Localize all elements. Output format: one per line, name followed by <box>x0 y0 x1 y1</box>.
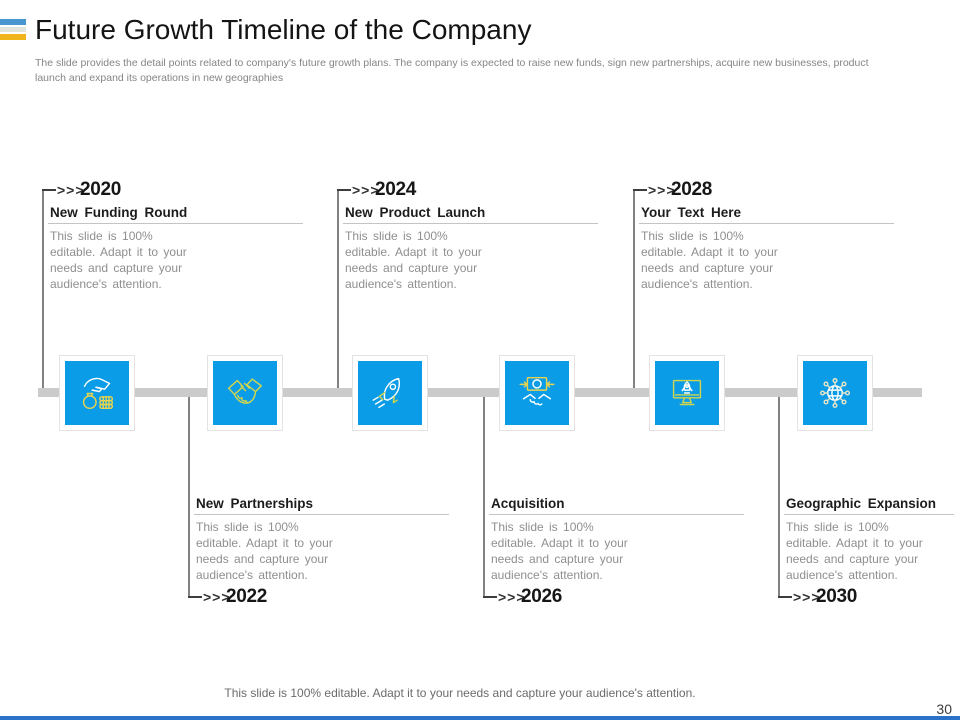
svg-text:$: $ <box>87 397 92 407</box>
icon-tile-2030 <box>798 356 872 430</box>
milestone-year: 2030 <box>816 586 858 607</box>
globe-network-icon <box>820 378 850 408</box>
icon-tile-2024 <box>353 356 427 430</box>
page-title: Future Growth Timeline of the Company <box>35 14 532 45</box>
icon-tile-2028 <box>650 356 724 430</box>
milestone-year: 2020 <box>80 179 122 200</box>
launch-monitor-icon <box>672 379 702 406</box>
title-divider <box>784 514 954 515</box>
connector-line <box>633 190 635 388</box>
connector-line <box>778 397 780 597</box>
title-divider <box>194 514 449 515</box>
milestone-2026: >>> 2026 Acquisition This slide is 100% … <box>483 397 751 612</box>
chevron-arrows-icon: >>> <box>203 589 231 605</box>
connector-line <box>483 397 485 597</box>
title-divider <box>639 223 894 224</box>
milestone-title: Your Text Here <box>641 205 742 220</box>
chevron-arrows-icon: >>> <box>57 182 85 198</box>
title-divider <box>343 223 598 224</box>
connector-line <box>337 190 339 388</box>
connector-line <box>42 190 44 388</box>
milestone-body: This slide is 100% editable. Adapt it to… <box>196 520 333 582</box>
milestone-title: New Funding Round <box>50 205 188 220</box>
arrow-dash <box>42 189 56 191</box>
chevron-arrows-icon: >>> <box>498 589 526 605</box>
arrow-dash <box>483 596 497 598</box>
milestone-2024: >>> 2024 New Product Launch This slide i… <box>337 180 605 410</box>
timeline-bar <box>38 388 922 397</box>
milestone-2028: >>> 2028 Your Text Here This slide is 10… <box>633 180 901 410</box>
milestone-year: 2026 <box>521 586 563 607</box>
handshake-icon <box>227 378 263 404</box>
title-divider <box>48 223 303 224</box>
icon-tile-2026: $ <box>500 356 574 430</box>
page-number: 30 <box>936 701 952 717</box>
milestone-year: 2024 <box>375 179 417 200</box>
title-divider <box>489 514 744 515</box>
milestone-year: 2028 <box>671 179 713 200</box>
milestone-title: New Partnerships <box>196 496 314 511</box>
arrow-dash <box>337 189 351 191</box>
milestone-body: This slide is 100% editable. Adapt it to… <box>786 520 923 582</box>
milestone-year: 2022 <box>226 586 268 607</box>
rocket-icon <box>372 377 400 409</box>
accent-bar-blue <box>0 19 26 25</box>
chevron-arrows-icon: >>> <box>648 182 676 198</box>
accent-bar-gray <box>0 27 26 32</box>
milestone-body: This slide is 100% editable. Adapt it to… <box>345 229 482 291</box>
milestone-2030: >>> 2030 Geographic Expansion This slide… <box>778 397 960 612</box>
milestone-title: Acquisition <box>491 496 565 511</box>
footer-note: This slide is 100% editable. Adapt it to… <box>224 686 696 700</box>
bottom-accent-bar <box>0 716 960 720</box>
chevron-arrows-icon: >>> <box>793 589 821 605</box>
milestone-body: This slide is 100% editable. Adapt it to… <box>491 520 628 582</box>
icon-tile-2020: $ <box>60 356 134 430</box>
arrow-dash <box>188 596 202 598</box>
milestone-2022: >>> 2022 New Partnerships This slide is … <box>188 397 456 612</box>
acquisition-icon: $ <box>519 376 555 406</box>
funding-icon: $ <box>82 377 114 410</box>
milestone-body: This slide is 100% editable. Adapt it to… <box>641 229 778 291</box>
arrow-dash <box>778 596 792 598</box>
milestone-2020: >>> 2020 New Funding Round This slide is… <box>42 180 310 410</box>
icon-tile-2022 <box>208 356 282 430</box>
milestone-body: This slide is 100% editable. Adapt it to… <box>50 229 187 291</box>
accent-bar-yellow <box>0 34 26 40</box>
page-subtitle: The slide provides the detail points rel… <box>35 57 869 85</box>
connector-line <box>188 397 190 597</box>
chevron-arrows-icon: >>> <box>352 182 380 198</box>
milestone-title: New Product Launch <box>345 205 486 220</box>
milestone-title: Geographic Expansion <box>786 496 937 511</box>
arrow-dash <box>633 189 647 191</box>
